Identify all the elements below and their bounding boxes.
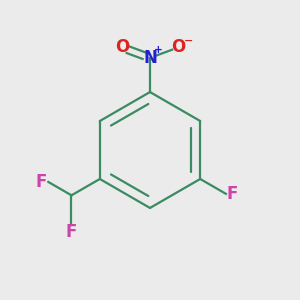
Text: −: − bbox=[184, 36, 193, 46]
Text: F: F bbox=[35, 173, 47, 191]
Text: F: F bbox=[227, 185, 238, 203]
Text: O: O bbox=[115, 38, 129, 56]
Text: F: F bbox=[66, 224, 77, 242]
Text: +: + bbox=[154, 45, 163, 55]
Text: N: N bbox=[143, 49, 157, 67]
Text: O: O bbox=[171, 38, 185, 56]
